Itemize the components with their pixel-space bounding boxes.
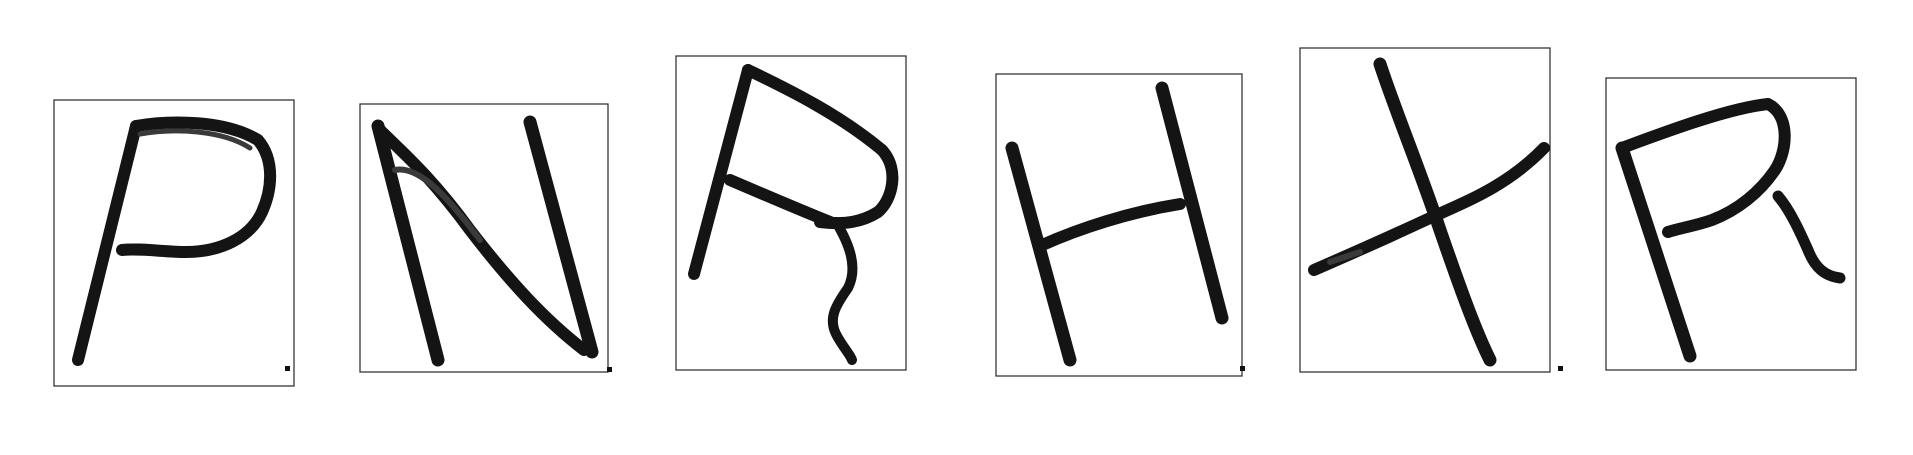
glyph-5-letter: X <box>0 0 11 4</box>
glyph-2-strokes <box>371 115 599 367</box>
glyph-box-4 <box>995 73 1243 377</box>
glyph-2-dot <box>607 367 612 372</box>
glyph-4-letter: H <box>0 0 12 4</box>
glyph-cell-1: P <box>0 0 295 387</box>
glyph-4-strokes <box>1005 81 1229 367</box>
glyph-4-dot <box>1240 366 1245 371</box>
glyph-cell-5: X <box>0 0 1563 373</box>
glyph-box-5 <box>1299 47 1551 373</box>
glyph-5-strokes <box>1308 57 1550 367</box>
glyph-1-dot <box>285 366 290 371</box>
glyph-3-letter: R <box>0 0 12 4</box>
glyph-1-letter: P <box>0 0 11 4</box>
glyph-3-strokes <box>688 64 899 365</box>
glyph-cell-2: N <box>0 0 612 373</box>
glyph-cell-4: H <box>0 0 1245 377</box>
glyph-cell-6: R <box>0 0 1857 371</box>
glyph-box-2 <box>359 103 609 373</box>
glyph-2-letter: N <box>0 0 12 4</box>
glyph-box-3 <box>675 55 907 371</box>
glyph-6-strokes <box>1615 98 1846 363</box>
glyph-5-dot <box>1558 366 1563 371</box>
glyph-cell-3: R <box>0 0 907 371</box>
glyph-box-1 <box>53 99 295 387</box>
glyph-box-6 <box>1605 77 1857 371</box>
glyph-6-letter: R <box>0 0 12 4</box>
glyph-1-strokes <box>72 116 277 366</box>
